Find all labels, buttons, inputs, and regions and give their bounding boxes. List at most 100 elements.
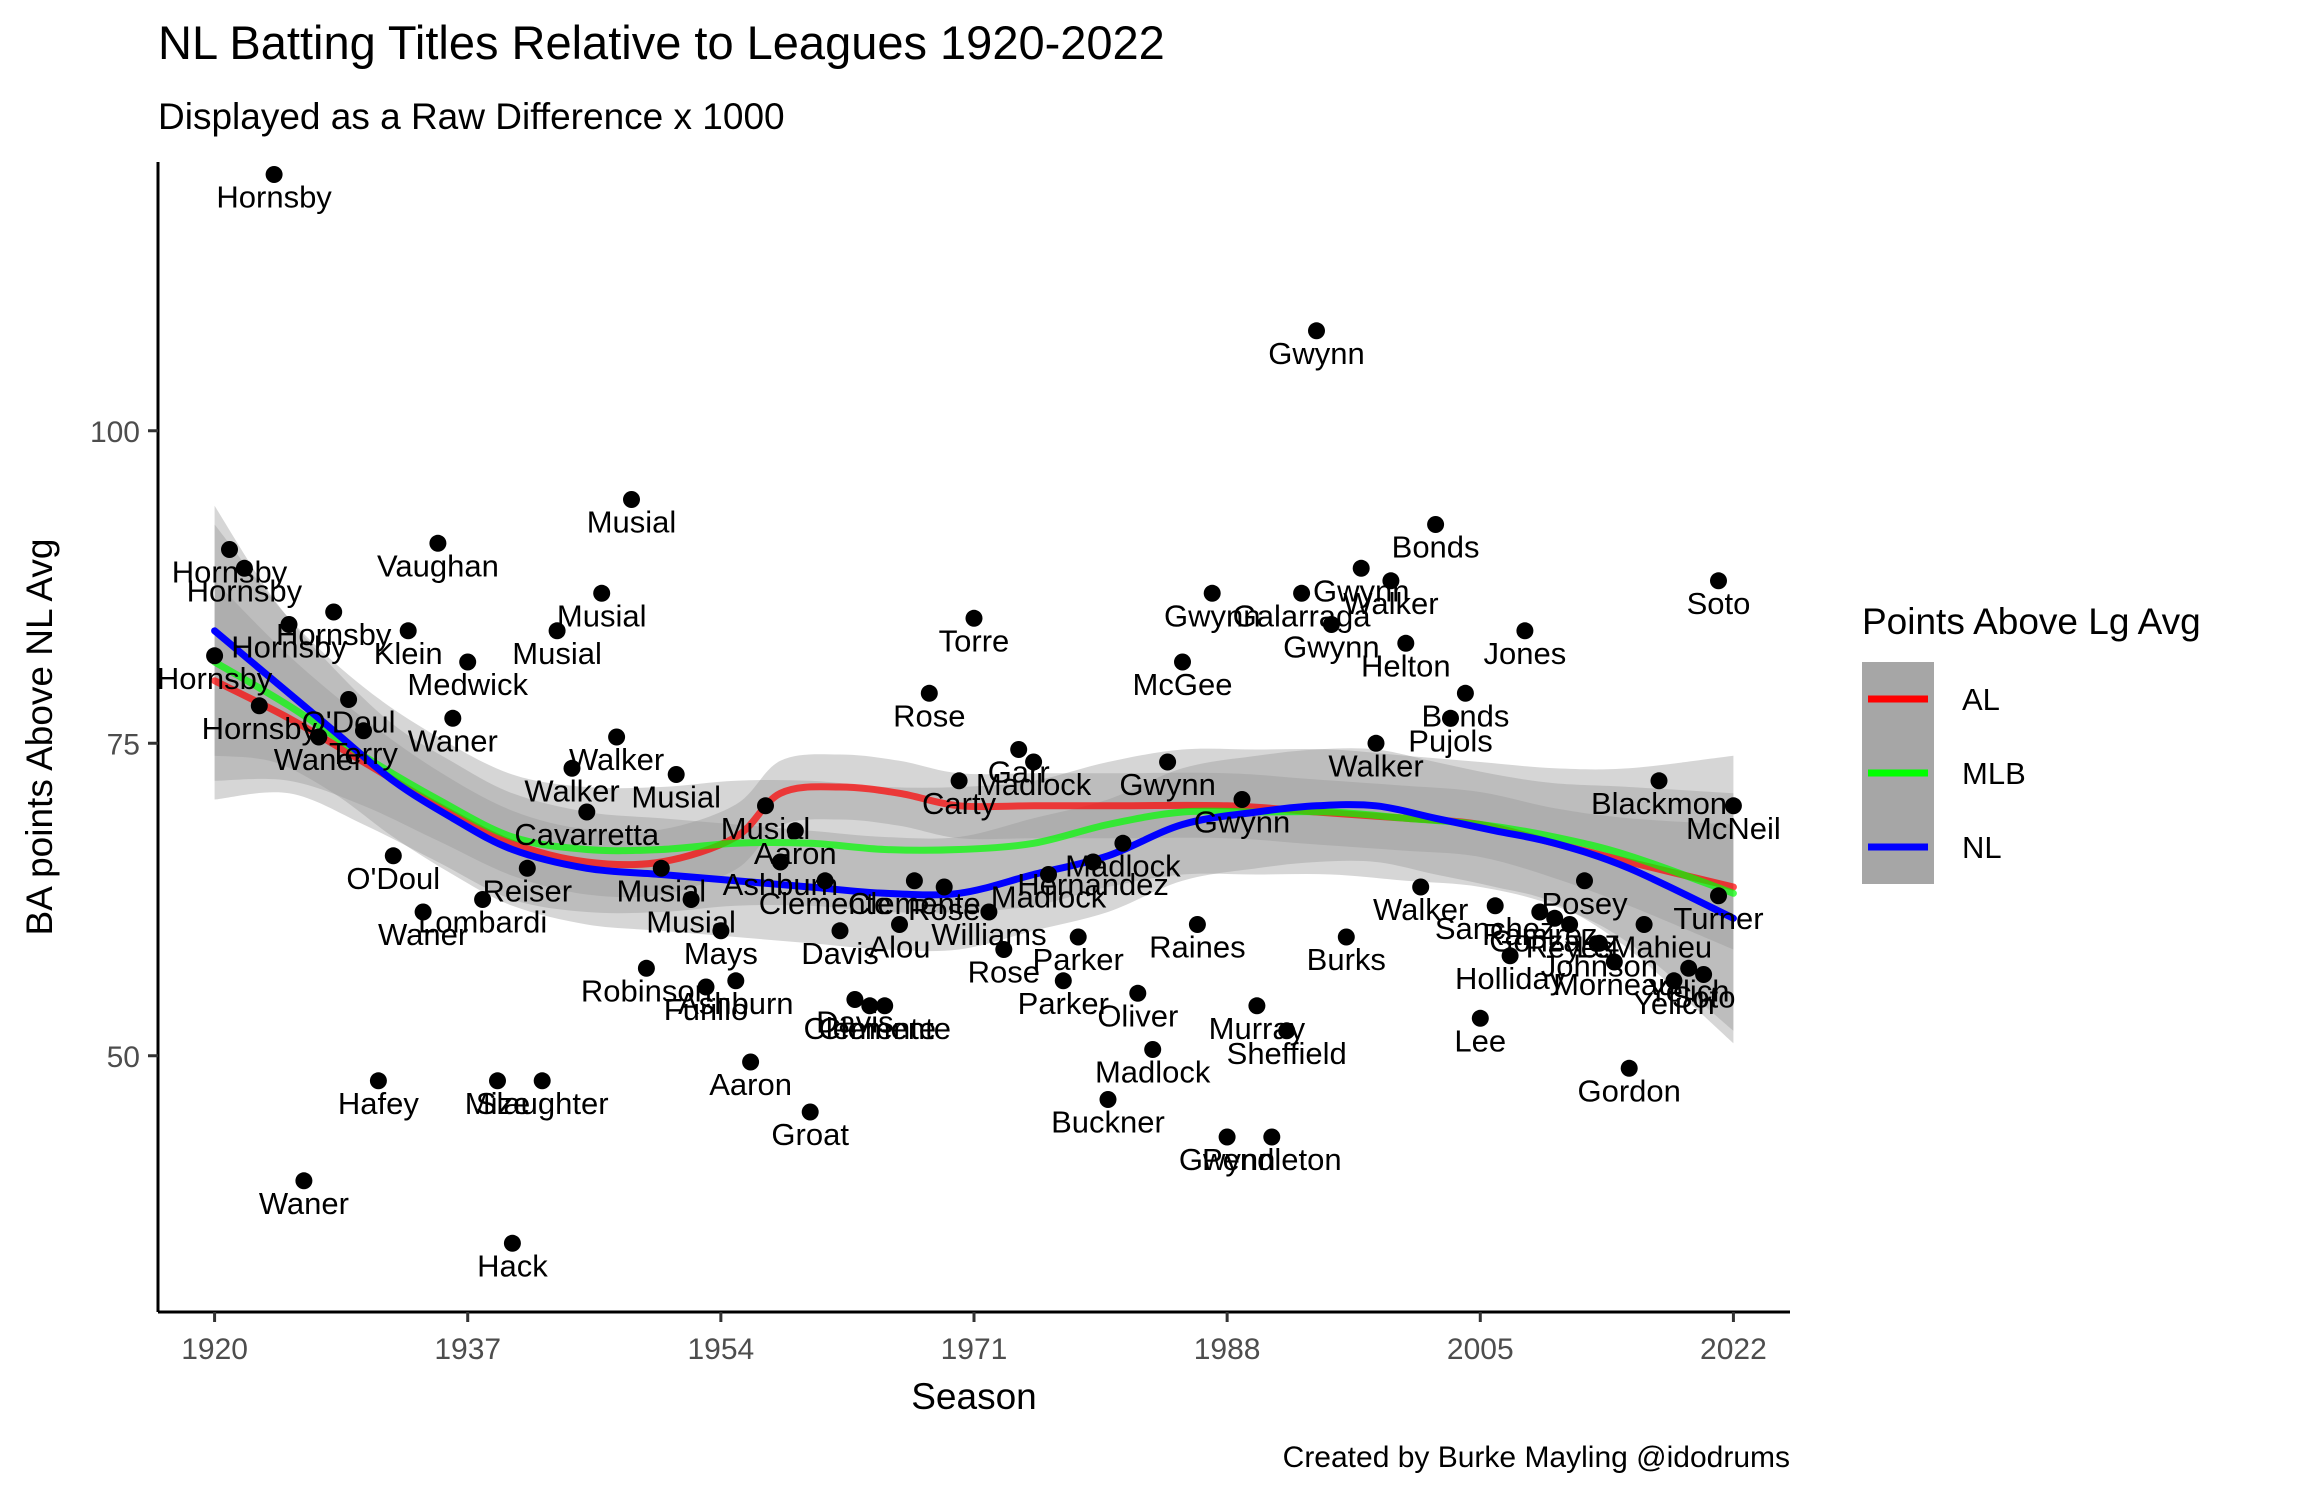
y-tick-label: 100 bbox=[90, 416, 140, 449]
point-label: Garr bbox=[988, 755, 1050, 790]
point-label: Hornsby bbox=[231, 630, 347, 665]
point-label: Torre bbox=[939, 623, 1010, 658]
y-tick-label: 75 bbox=[107, 728, 140, 761]
data-point bbox=[1025, 753, 1043, 771]
confidence-band-nl bbox=[214, 505, 1734, 1044]
data-point bbox=[786, 822, 804, 840]
point-label: Aaron bbox=[754, 836, 837, 871]
data-point bbox=[950, 772, 968, 790]
data-point bbox=[1620, 1059, 1638, 1077]
confidence-band-mlb bbox=[214, 524, 1734, 1031]
data-point bbox=[1710, 572, 1727, 590]
point-label: Walker bbox=[569, 742, 664, 777]
point-label: Mize bbox=[465, 1086, 530, 1121]
x-tick-label: 1971 bbox=[941, 1333, 1008, 1366]
point-label: Vaughan bbox=[377, 548, 499, 583]
data-point bbox=[429, 534, 447, 552]
data-point bbox=[221, 541, 238, 558]
point-label: Musial bbox=[557, 598, 647, 633]
smooth-line-nl bbox=[211, 627, 1737, 922]
point-label: Yelich bbox=[1633, 986, 1715, 1021]
data-point bbox=[1203, 584, 1221, 602]
data-point bbox=[1471, 1009, 1489, 1027]
data-point bbox=[325, 603, 343, 621]
point-label: Davis bbox=[801, 936, 879, 971]
point-label: Hafey bbox=[338, 1086, 419, 1121]
chart-subtitle: Displayed as a Raw Difference x 1000 bbox=[158, 96, 785, 137]
data-point bbox=[1233, 791, 1251, 808]
point-label: Musial bbox=[587, 505, 677, 540]
point-label: Reyes bbox=[1526, 930, 1614, 965]
point-label: Gwynn bbox=[1283, 630, 1379, 665]
confidence-band-al bbox=[214, 580, 1734, 950]
data-point bbox=[1456, 684, 1474, 702]
point-label: McNeil bbox=[1686, 811, 1781, 846]
x-tick-label: 2005 bbox=[1447, 1333, 1514, 1366]
point-label: Ashburn bbox=[678, 986, 793, 1021]
data-point bbox=[548, 622, 566, 640]
point-label: O'Doul bbox=[302, 705, 396, 740]
point-label: Walker bbox=[1328, 748, 1423, 783]
point-label: Groat bbox=[771, 1117, 849, 1152]
data-point bbox=[265, 166, 283, 183]
legend-title: Points Above Lg Avg bbox=[1862, 601, 2201, 642]
point-label: Madlock bbox=[991, 880, 1107, 915]
x-tick-label: 1954 bbox=[687, 1333, 754, 1366]
data-point bbox=[340, 691, 358, 708]
point-label: Raines bbox=[1149, 930, 1246, 965]
point-label: Gonzalez bbox=[1489, 923, 1620, 958]
data-point bbox=[846, 991, 864, 1008]
point-label: Madlock bbox=[1065, 848, 1181, 883]
point-label: Sanchez bbox=[1435, 911, 1556, 946]
point-labels: HornsbyHornsbyHornsbyHornsbyHornsbyHorns… bbox=[157, 180, 1781, 1284]
data-point bbox=[1397, 634, 1415, 652]
point-label: Parker bbox=[1018, 986, 1109, 1021]
data-point bbox=[652, 859, 670, 877]
point-label: Madlock bbox=[976, 767, 1092, 802]
point-label: Slaughter bbox=[476, 1086, 609, 1121]
point-label: Walker bbox=[1373, 892, 1468, 927]
data-point bbox=[1531, 903, 1549, 921]
point-label: Klein bbox=[374, 636, 443, 671]
point-label: Gwynn bbox=[1268, 336, 1364, 371]
point-label: Morneau bbox=[1553, 967, 1675, 1002]
data-point bbox=[637, 959, 655, 977]
data-point bbox=[518, 859, 536, 877]
point-label: Reiser bbox=[483, 873, 573, 908]
data-point bbox=[682, 891, 700, 908]
point-label: Williams bbox=[931, 917, 1046, 952]
data-point bbox=[1501, 947, 1519, 965]
data-point bbox=[1248, 997, 1266, 1015]
data-point bbox=[1442, 709, 1459, 727]
x-tick-label: 1988 bbox=[1194, 1333, 1261, 1366]
data-point bbox=[235, 559, 253, 577]
point-label: Holliday bbox=[1455, 961, 1566, 996]
legend-label: NL bbox=[1962, 830, 2002, 865]
point-label: Soto bbox=[1687, 586, 1751, 621]
point-label: Bonds bbox=[1392, 530, 1480, 565]
confidence-bands bbox=[214, 505, 1734, 1044]
point-label: Mays bbox=[684, 936, 758, 971]
point-label: Walker bbox=[524, 773, 619, 808]
data-point bbox=[1590, 934, 1608, 952]
data-point bbox=[1040, 866, 1057, 883]
data-point bbox=[444, 709, 462, 727]
data-point bbox=[459, 653, 477, 671]
point-label: Terry bbox=[329, 736, 398, 771]
point-label: Furillo bbox=[664, 992, 748, 1027]
point-label: LeMahieu bbox=[1576, 930, 1712, 965]
point-label: Clemente bbox=[818, 1011, 951, 1046]
point-label: Ramirez bbox=[1482, 917, 1597, 952]
data-point bbox=[876, 997, 894, 1015]
chart-title: NL Batting Titles Relative to Leagues 19… bbox=[158, 16, 1165, 69]
data-point bbox=[891, 916, 908, 933]
data-point bbox=[623, 491, 640, 508]
data-point bbox=[801, 1103, 819, 1121]
data-point bbox=[1546, 909, 1564, 927]
point-label: Helton bbox=[1361, 648, 1451, 683]
legend-label: MLB bbox=[1962, 756, 2026, 791]
data-point bbox=[1144, 1041, 1162, 1058]
point-label: Gwynn bbox=[1119, 767, 1215, 802]
point-label: Burks bbox=[1307, 942, 1386, 977]
